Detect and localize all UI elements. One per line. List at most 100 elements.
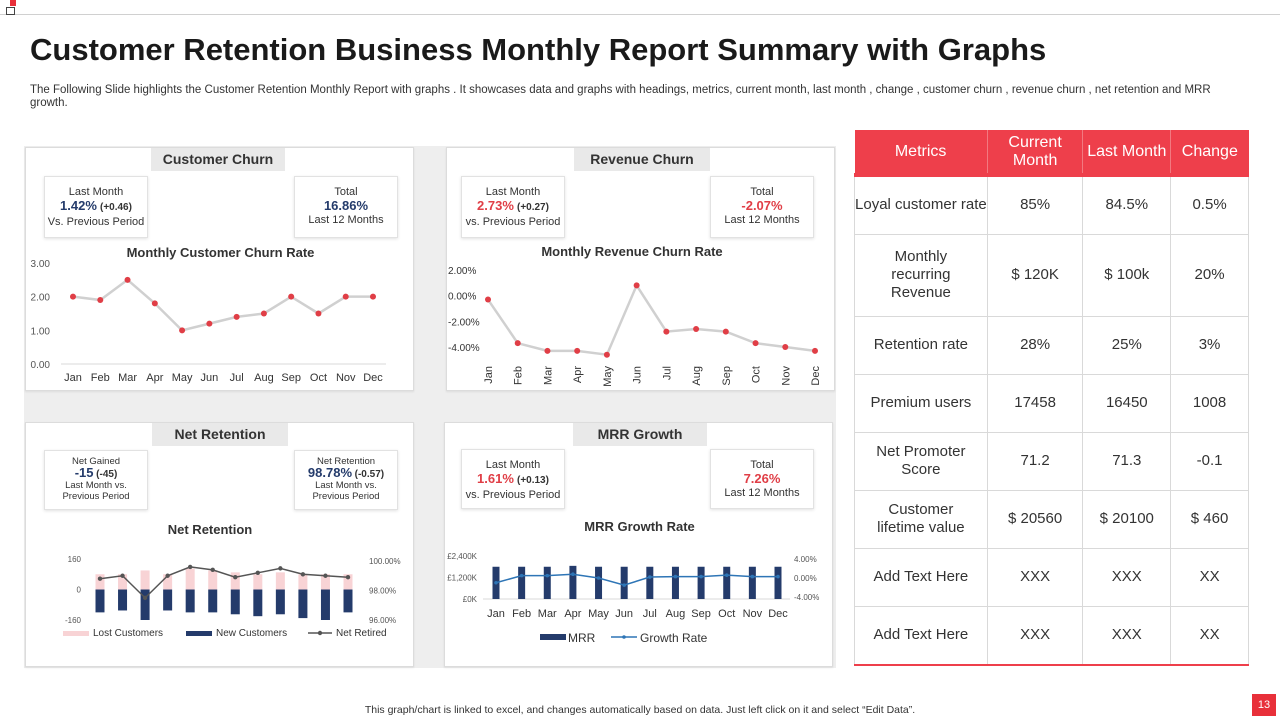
metric-current: 28%	[986, 315, 1084, 375]
metric-last: XXX	[1082, 605, 1172, 666]
header-current-month: Current Month	[987, 130, 1084, 175]
x-tick-label: Mar	[538, 608, 557, 620]
legend-new-swatch	[186, 631, 212, 636]
net-retired-point	[210, 567, 215, 573]
customer-churn-panel: Customer Churn Last Month 1.42% (+0.46) …	[25, 147, 414, 391]
legend-lost-label: Lost Customers	[93, 628, 163, 639]
card-delta: (+0.27)	[516, 202, 549, 213]
x-tick-label: Aug	[666, 608, 686, 620]
legend-mrr-swatch	[540, 634, 566, 640]
metric-name: Add Text Here	[854, 605, 988, 666]
chart-title: MRR Growth Rate	[584, 519, 695, 534]
card-note: Vs. Previous Period	[47, 216, 145, 228]
lost-customers-bar	[118, 574, 128, 590]
metric-last: XXX	[1082, 547, 1172, 607]
metric-current: XXX	[986, 605, 1084, 666]
y-tick-label: -4.00%	[448, 343, 480, 354]
metric-current: 71.2	[986, 431, 1084, 491]
metric-last: 84.5%	[1082, 173, 1172, 235]
metric-last: 25%	[1082, 315, 1172, 375]
new-customers-bar	[185, 589, 195, 613]
mrr-growth-tab: MRR Growth	[573, 423, 707, 446]
chart-title: Net Retention	[167, 522, 253, 537]
y-tick-label: 160	[68, 555, 82, 564]
x-tick-label: Apr	[572, 366, 584, 383]
x-tick-label: Mar	[118, 372, 137, 384]
lost-customers-bar	[185, 568, 195, 590]
x-tick-label: Jan	[483, 366, 495, 384]
lost-customers-bar	[253, 574, 263, 590]
card-value: 2.73%	[477, 198, 514, 213]
metric-change: 20%	[1170, 233, 1249, 317]
x-tick-label: Jun	[615, 608, 633, 620]
x-tick-label: Jan	[487, 608, 505, 620]
customer-churn-total-card: Total 16.86% Last 12 Months	[294, 176, 398, 238]
data-point	[151, 300, 158, 307]
data-point	[179, 327, 186, 334]
data-point	[370, 293, 376, 300]
lost-customers-bar	[275, 572, 285, 590]
card-note: vs. Previous Period	[465, 489, 561, 501]
mrr-total-card: Total 7.26% Last 12 Months	[710, 449, 814, 509]
metric-current: 17458	[986, 373, 1084, 433]
growth-rate-point	[776, 574, 780, 579]
legend-new-label: New Customers	[216, 628, 287, 639]
corner-logo-icon	[0, 0, 18, 15]
customer-churn-chart: 0.00 1.00 2.00 3.00 Jan Feb Mar Apr May Jun Jul Aug…	[31, 259, 386, 384]
card-label: Net Gained	[71, 456, 121, 467]
y-tick-label: 2.00%	[448, 266, 476, 277]
metric-current: $ 120K	[986, 233, 1084, 317]
x-tick-label: Feb	[513, 366, 525, 385]
net-retired-point	[142, 595, 148, 601]
x-tick-label: Mar	[542, 366, 554, 385]
series-line	[72, 278, 373, 332]
card-label: Last Month	[485, 186, 541, 198]
table-row: Add Text Here XXX XXX XX	[854, 605, 1249, 666]
net-retention-card: Net Retention 98.78% (-0.57) Last Month …	[294, 450, 398, 510]
net-retired-point	[97, 576, 103, 581]
card-value: 7.26%	[743, 471, 781, 486]
x-tick-label: Dec	[810, 366, 822, 386]
mrr-bar	[620, 566, 628, 599]
mrr-bar	[697, 566, 705, 599]
card-label: Total	[750, 459, 774, 471]
x-tick-label: Dec	[363, 372, 383, 384]
net-retention-panel: Net Retention Net Gained -15 (-45) Last …	[25, 422, 414, 667]
legend-lost-swatch	[63, 631, 89, 636]
x-tick-label: Apr	[146, 372, 163, 384]
card-label: Total	[750, 186, 774, 198]
card-delta: (-0.57)	[354, 469, 385, 480]
new-customers-bar	[343, 589, 353, 613]
lost-customers-bar	[343, 574, 353, 590]
lost-customers-bar	[163, 574, 173, 590]
metric-name: Customer lifetime value	[854, 489, 988, 549]
table-row: Loyal customer rate 85% 84.5% 0.5%	[854, 173, 1249, 235]
growth-rate-point	[596, 576, 601, 580]
mrr-bar	[646, 566, 654, 599]
data-point	[752, 340, 759, 347]
y2-tick-label: 96.00%	[369, 616, 396, 625]
revenue-churn-total-card: Total -2.07% Last 12 Months	[710, 176, 814, 238]
card-note: Last 12 Months	[724, 487, 800, 499]
growth-rate-point	[699, 574, 703, 579]
growth-rate-point	[545, 573, 550, 578]
x-tick-label: Jun	[200, 372, 218, 384]
revenue-churn-chart: -4.00% -2.00% 0.00% 2.00% Jan Feb Mar Apr May Jun…	[448, 266, 822, 387]
table-row: Premium users 17458 16450 1008	[854, 373, 1249, 433]
table-row: Add Text Here XXX XXX XX	[854, 547, 1249, 607]
net-retired-point	[300, 572, 306, 577]
header-last-month: Last Month	[1082, 130, 1172, 175]
metrics-table: Metrics Current Month Last Month Change …	[854, 130, 1249, 666]
growth-rate-point	[724, 573, 729, 577]
series-line	[486, 282, 816, 357]
growth-rate-point	[571, 572, 575, 576]
x-tick-label: Jul	[230, 372, 244, 384]
y2-tick-label: 0.00%	[794, 574, 817, 583]
net-retired-point	[165, 573, 170, 578]
card-note: Last Month vs.	[65, 480, 127, 491]
new-customers-bar	[118, 589, 128, 611]
y-tick-label: £1,200K	[447, 574, 477, 583]
x-tick-label: Jun	[632, 366, 644, 384]
y-tick-label: £0K	[463, 595, 478, 604]
x-tick-label: Dec	[768, 608, 788, 620]
